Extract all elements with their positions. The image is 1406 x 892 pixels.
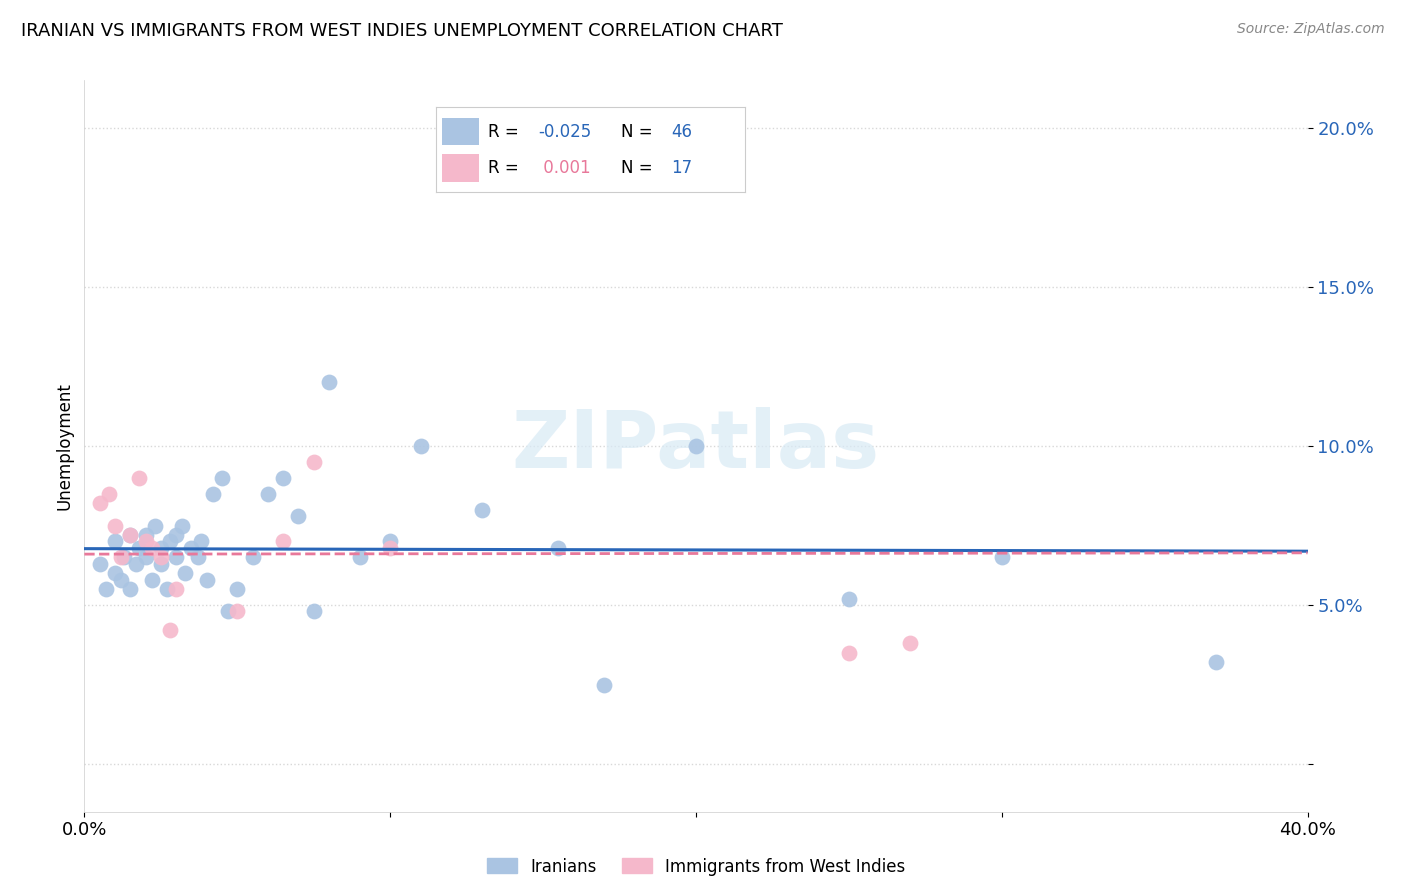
Point: [271, 471, 294, 485]
Text: N =: N =: [621, 159, 658, 177]
Point: [471, 502, 494, 516]
Point: [409, 439, 432, 453]
Point: [201, 486, 224, 500]
Point: [302, 604, 325, 618]
Point: [991, 550, 1014, 565]
Point: [159, 534, 181, 549]
Point: [112, 550, 135, 565]
Point: [110, 573, 132, 587]
Text: Source: ZipAtlas.com: Source: ZipAtlas.com: [1237, 22, 1385, 37]
Point: [685, 439, 707, 453]
Point: [94, 582, 117, 596]
Point: [120, 528, 142, 542]
Point: [349, 550, 371, 565]
Point: [156, 582, 179, 596]
Point: [135, 528, 157, 542]
Point: [302, 455, 325, 469]
Legend: Iranians, Immigrants from West Indies: Iranians, Immigrants from West Indies: [478, 849, 914, 884]
Point: [159, 624, 181, 638]
Point: [190, 534, 212, 549]
FancyBboxPatch shape: [441, 118, 479, 145]
Point: [186, 550, 208, 565]
Point: [89, 557, 111, 571]
Point: [165, 582, 187, 596]
Point: [104, 534, 127, 549]
Point: [128, 471, 150, 485]
Point: [838, 591, 860, 606]
Point: [141, 541, 163, 555]
Point: [120, 528, 142, 542]
Point: [898, 636, 921, 650]
Point: [547, 541, 569, 555]
Point: [165, 550, 187, 565]
Point: [125, 557, 148, 571]
FancyBboxPatch shape: [441, 154, 479, 182]
Point: [226, 604, 249, 618]
Point: [135, 534, 157, 549]
Text: -0.025: -0.025: [538, 122, 591, 141]
Text: 0.001: 0.001: [538, 159, 591, 177]
Text: IRANIAN VS IMMIGRANTS FROM WEST INDIES UNEMPLOYMENT CORRELATION CHART: IRANIAN VS IMMIGRANTS FROM WEST INDIES U…: [21, 22, 783, 40]
Point: [172, 518, 194, 533]
Point: [165, 528, 187, 542]
Point: [226, 582, 249, 596]
Point: [149, 550, 172, 565]
Text: 17: 17: [671, 159, 692, 177]
Point: [174, 566, 197, 581]
Point: [141, 573, 163, 587]
Point: [180, 541, 202, 555]
Text: ZIPatlas: ZIPatlas: [512, 407, 880, 485]
Point: [104, 566, 127, 581]
Point: [318, 376, 340, 390]
Text: R =: R =: [488, 159, 524, 177]
Point: [257, 486, 280, 500]
Point: [120, 582, 142, 596]
Point: [104, 518, 127, 533]
Point: [242, 550, 264, 565]
Point: [97, 486, 120, 500]
Point: [128, 541, 150, 555]
Point: [135, 550, 157, 565]
Point: [1205, 655, 1227, 669]
Y-axis label: Unemployment: Unemployment: [55, 382, 73, 510]
Point: [838, 646, 860, 660]
Point: [287, 508, 309, 523]
Point: [110, 550, 132, 565]
Point: [195, 573, 218, 587]
Point: [271, 534, 294, 549]
Point: [217, 604, 239, 618]
Point: [380, 541, 402, 555]
Point: [143, 518, 166, 533]
Text: 46: 46: [671, 122, 692, 141]
Text: N =: N =: [621, 122, 658, 141]
Text: R =: R =: [488, 122, 524, 141]
Point: [149, 541, 172, 555]
Point: [593, 677, 616, 691]
Point: [89, 496, 111, 510]
Point: [211, 471, 233, 485]
Point: [380, 534, 402, 549]
Point: [149, 557, 172, 571]
